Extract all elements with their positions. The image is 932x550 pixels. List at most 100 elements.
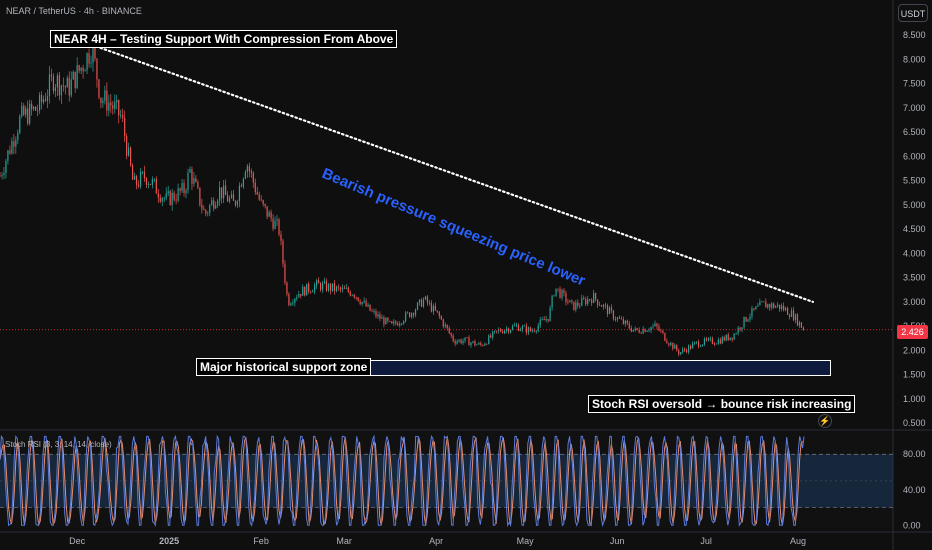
candle-body [205, 210, 207, 214]
candle-body [177, 188, 179, 201]
candle-body [197, 182, 199, 188]
candle-body [490, 335, 492, 338]
candle-body [280, 234, 282, 241]
indicator-label: Stoch RSI (3, 3, 14, 14, close) [5, 440, 112, 449]
candle-body [310, 291, 312, 293]
candle-body [110, 102, 112, 106]
candle-body [545, 319, 547, 321]
candle-body [585, 299, 587, 305]
candle-body [432, 305, 434, 312]
candle-body [29, 103, 31, 124]
candle-body [472, 341, 474, 343]
price-tick-label: 7.000 [903, 103, 926, 113]
candle-body [0, 175, 1, 177]
candle-body [705, 338, 708, 341]
currency-button[interactable]: USDT [898, 4, 928, 22]
candle-body [452, 335, 454, 342]
candle-body [13, 141, 15, 147]
price-tick-label: 8.500 [903, 30, 926, 40]
candle-body [608, 307, 611, 315]
candle-body [450, 332, 452, 336]
candle-body [553, 295, 555, 297]
candle-body [276, 219, 278, 221]
candle-body [498, 329, 500, 332]
candle-body [179, 188, 181, 191]
price-tick-label: 3.500 [903, 273, 926, 283]
candle-body [488, 335, 490, 345]
candle-body [426, 296, 429, 304]
candle-body [274, 220, 276, 229]
candles [0, 40, 805, 357]
candle-body [337, 286, 339, 288]
candle-body [122, 115, 124, 118]
candle-body [48, 74, 51, 97]
candle-body [464, 337, 466, 341]
time-tick-label: Dec [69, 536, 86, 546]
candle-body [21, 105, 23, 117]
candle-body [70, 79, 72, 96]
candle-body [304, 286, 306, 296]
candle-body [349, 291, 351, 296]
candle-body [454, 341, 456, 344]
candle-body [680, 352, 682, 355]
candle-body [796, 314, 799, 326]
candle-body [480, 343, 482, 346]
bearish-trend-line[interactable] [90, 43, 814, 303]
candle-body [745, 316, 747, 322]
candle-body [323, 281, 326, 284]
candle-body [749, 316, 751, 320]
candle-body [531, 330, 533, 332]
candle-body [321, 283, 324, 290]
candle-body [484, 343, 486, 346]
candle-body [424, 296, 427, 300]
candle-body [612, 310, 615, 320]
candle-body [569, 300, 571, 303]
candle-body [575, 302, 577, 311]
candle-body [262, 200, 264, 204]
candle-body [420, 299, 423, 307]
candle-body [466, 337, 468, 339]
candle-body [507, 328, 510, 333]
candle-body [268, 212, 270, 217]
candle-body [385, 317, 387, 325]
candle-body [581, 298, 583, 306]
candle-body [395, 321, 397, 324]
candle-body [90, 62, 92, 64]
candle-body [761, 301, 763, 303]
candle-body [779, 304, 781, 309]
candle-body [670, 342, 672, 345]
candle-body [224, 185, 227, 196]
candle-body [440, 316, 442, 320]
candle-body [598, 305, 601, 306]
candle-body [595, 293, 597, 300]
candle-body [329, 284, 332, 291]
candle-body [523, 325, 525, 327]
candle-body [614, 319, 617, 320]
candle-body [773, 303, 775, 308]
candle-body [76, 65, 78, 88]
candle-body [470, 342, 472, 346]
candle-body [775, 306, 777, 308]
candle-body [513, 325, 516, 327]
candle-body [183, 183, 185, 193]
chart-title-annotation: NEAR 4H – Testing Support With Compressi… [50, 30, 398, 48]
price-tick-label: 8.000 [903, 54, 926, 64]
candle-body [589, 299, 591, 301]
candle-body [713, 343, 715, 345]
candle-body [68, 77, 70, 96]
candle-body [62, 85, 64, 87]
candle-body [389, 321, 391, 322]
rsi-tick-label: 80.00 [903, 449, 926, 459]
candle-body [666, 340, 668, 344]
candle-body [486, 343, 488, 345]
candle-body [232, 194, 235, 201]
candle-body [316, 280, 318, 286]
support-zone-box [359, 360, 831, 376]
lightning-icon[interactable]: ⚡ [818, 414, 832, 428]
candle-body [800, 322, 803, 328]
candle-body [640, 332, 642, 334]
candle-body [292, 302, 294, 304]
candle-body [128, 147, 130, 156]
last-price-badge: 2.426 [897, 325, 928, 339]
